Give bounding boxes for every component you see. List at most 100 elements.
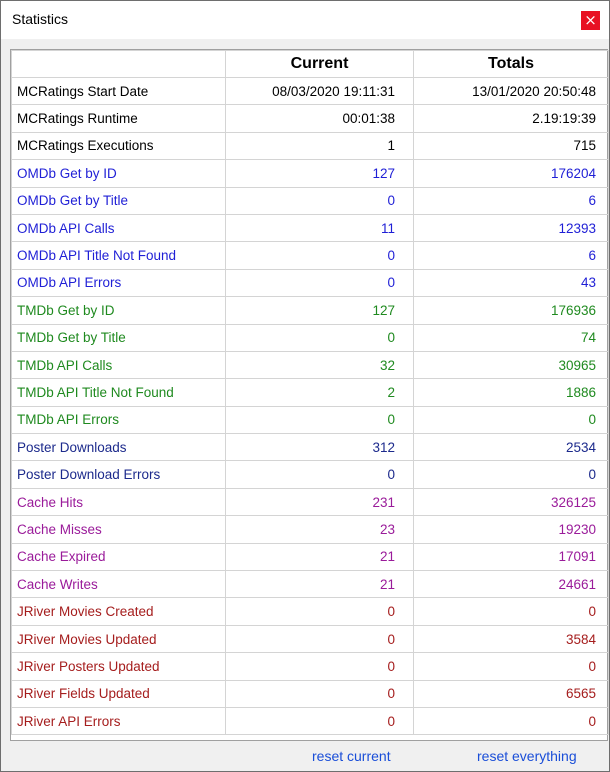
table-row: JRiver Movies Updated 0 3584 xyxy=(11,624,609,654)
row-totals: 3584 xyxy=(413,624,609,654)
row-current: 0 xyxy=(225,405,414,435)
row-totals: 2534 xyxy=(413,433,609,462)
table-row: Poster Download Errors 0 0 xyxy=(11,460,609,489)
row-totals: 30965 xyxy=(413,350,609,380)
table-row: Cache Writes 21 24661 xyxy=(11,570,609,599)
close-icon: × xyxy=(584,11,597,29)
row-label: JRiver Fields Updated xyxy=(11,679,226,708)
table-row: OMDb Get by Title 0 6 xyxy=(11,186,609,215)
table-row: JRiver Posters Updated 0 0 xyxy=(11,652,609,681)
row-current: 21 xyxy=(225,542,414,572)
table-row: MCRatings Start Date 08/03/2020 19:11:31 1… xyxy=(11,76,609,106)
row-label: MCRatings Start Date xyxy=(11,76,226,106)
row-label: MCRatings Runtime xyxy=(11,104,226,133)
table-row: Cache Expired 21 17091 xyxy=(11,542,609,572)
row-totals: 1886 xyxy=(413,378,609,407)
table-row: JRiver Fields Updated 0 6565 xyxy=(11,679,609,708)
table-row: Cache Hits 231 326125 xyxy=(11,487,609,517)
row-current: 0 xyxy=(225,460,414,489)
table-row: TMDb Get by ID 127 176936 xyxy=(11,296,609,325)
row-totals: 17091 xyxy=(413,542,609,572)
row-current: 0 xyxy=(225,268,414,298)
row-totals: 13/01/2020 20:50:48 xyxy=(413,76,609,106)
row-label: OMDb Get by Title xyxy=(11,186,226,215)
row-label: JRiver API Errors xyxy=(11,706,226,736)
row-label: TMDb Get by ID xyxy=(11,296,226,325)
row-current: 0 xyxy=(225,323,414,352)
table-row: JRiver API Errors 0 0 xyxy=(11,706,609,736)
row-totals: 0 xyxy=(413,460,609,489)
row-current: 0 xyxy=(225,679,414,708)
row-label: MCRatings Executions xyxy=(11,131,226,161)
window-title: Statistics xyxy=(12,11,69,27)
row-current: 127 xyxy=(225,296,414,325)
row-label: Cache Misses xyxy=(11,515,226,544)
header-current: Current xyxy=(225,50,414,78)
table-row: Poster Downloads 312 2534 xyxy=(11,433,609,462)
row-current: 08/03/2020 19:11:31 xyxy=(225,76,414,106)
row-current: 231 xyxy=(225,487,414,517)
row-label: JRiver Movies Created xyxy=(11,597,226,626)
row-current: 0 xyxy=(225,624,414,654)
table-row: OMDb API Title Not Found 0 6 xyxy=(11,241,609,270)
table-row: TMDb Get by Title 0 74 xyxy=(11,323,609,352)
row-label: OMDb API Calls xyxy=(11,213,226,243)
row-totals: 19230 xyxy=(413,515,609,544)
row-label: Cache Writes xyxy=(11,570,226,599)
row-label: OMDb Get by ID xyxy=(11,159,226,188)
row-totals: 176936 xyxy=(413,296,609,325)
table-row: OMDb API Calls 11 12393 xyxy=(11,213,609,243)
statistics-table: Current Totals MCRatings Start Date 08/03… xyxy=(11,50,609,736)
close-button[interactable]: × xyxy=(581,11,600,30)
row-totals: 0 xyxy=(413,706,609,736)
row-current: 0 xyxy=(225,706,414,736)
header-totals: Totals xyxy=(413,50,609,78)
reset-current-link[interactable]: reset current xyxy=(312,748,391,764)
row-label: Cache Expired xyxy=(11,542,226,572)
row-totals: 0 xyxy=(413,652,609,681)
row-totals: 6565 xyxy=(413,679,609,708)
row-current: 0 xyxy=(225,186,414,215)
row-label: Poster Downloads xyxy=(11,433,226,462)
row-current: 0 xyxy=(225,241,414,270)
table-row: Cache Misses 23 19230 xyxy=(11,515,609,544)
row-current: 312 xyxy=(225,433,414,462)
row-label: TMDb API Title Not Found xyxy=(11,378,226,407)
row-label: JRiver Movies Updated xyxy=(11,624,226,654)
row-label: OMDb API Errors xyxy=(11,268,226,298)
table-row: TMDb API Errors 0 0 xyxy=(11,405,609,435)
row-label: TMDb API Errors xyxy=(11,405,226,435)
table-row: MCRatings Runtime 00:01:38 2.19:19:39 xyxy=(11,104,609,133)
row-totals: 176204 xyxy=(413,159,609,188)
row-current: 1 xyxy=(225,131,414,161)
row-current: 2 xyxy=(225,378,414,407)
table-row: MCRatings Executions 1 715 xyxy=(11,131,609,161)
row-label: TMDb Get by Title xyxy=(11,323,226,352)
row-totals: 715 xyxy=(413,131,609,161)
table-header-row: Current Totals xyxy=(11,50,609,78)
row-totals: 6 xyxy=(413,186,609,215)
header-label xyxy=(11,50,226,78)
row-current: 23 xyxy=(225,515,414,544)
row-label: JRiver Posters Updated xyxy=(11,652,226,681)
row-totals: 43 xyxy=(413,268,609,298)
row-label: Cache Hits xyxy=(11,487,226,517)
table-row: OMDb API Errors 0 43 xyxy=(11,268,609,298)
row-current: 21 xyxy=(225,570,414,599)
reset-everything-link[interactable]: reset everything xyxy=(477,748,577,764)
row-current: 32 xyxy=(225,350,414,380)
row-totals: 326125 xyxy=(413,487,609,517)
row-current: 11 xyxy=(225,213,414,243)
table-row: TMDb API Title Not Found 2 1886 xyxy=(11,378,609,407)
row-label: TMDb API Calls xyxy=(11,350,226,380)
table-row: TMDb API Calls 32 30965 xyxy=(11,350,609,380)
statistics-grid: Current Totals MCRatings Start Date 08/03… xyxy=(10,49,609,741)
row-current: 0 xyxy=(225,597,414,626)
row-totals: 0 xyxy=(413,597,609,626)
row-totals: 24661 xyxy=(413,570,609,599)
row-label: OMDb API Title Not Found xyxy=(11,241,226,270)
row-label: Poster Download Errors xyxy=(11,460,226,489)
title-bar: Statistics × xyxy=(1,1,609,39)
table-row: OMDb Get by ID 127 176204 xyxy=(11,159,609,188)
